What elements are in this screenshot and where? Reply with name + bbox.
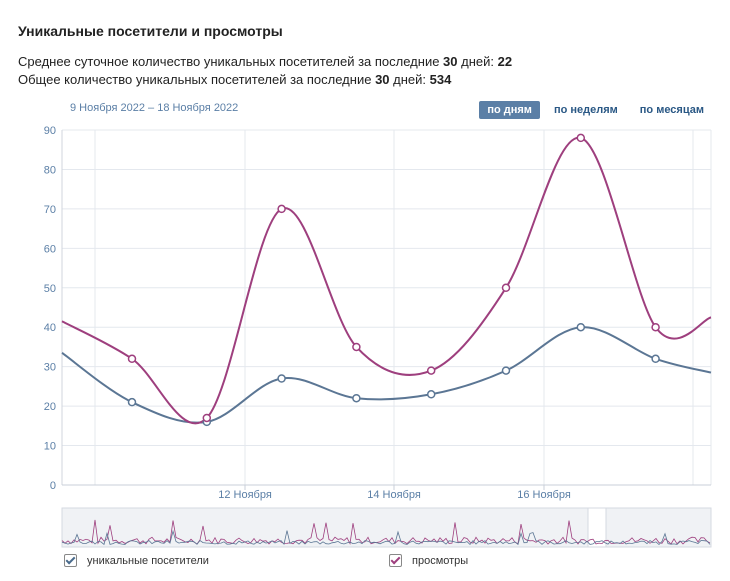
views-line bbox=[61, 136, 712, 425]
period-weeks-button[interactable]: по неделям bbox=[553, 104, 618, 116]
views-point bbox=[277, 204, 286, 214]
visitors-checkbox-icon[interactable] bbox=[64, 554, 77, 567]
period-switcher: по дням по неделям по месяцам bbox=[473, 101, 712, 119]
x-axis-ticks: 12 Ноября 14 Ноября 16 Ноября bbox=[218, 485, 571, 501]
period-days-button[interactable]: по дням bbox=[479, 101, 540, 119]
y-tick-label: 30 bbox=[44, 362, 56, 374]
legend-visitors[interactable]: уникальные посетители bbox=[64, 554, 209, 567]
y-tick-label: 0 bbox=[50, 480, 56, 492]
views-point bbox=[352, 342, 361, 352]
views-point bbox=[501, 283, 511, 293]
views-checkbox-icon[interactable] bbox=[389, 554, 402, 567]
y-tick-label: 60 bbox=[44, 243, 56, 255]
views-point bbox=[202, 413, 212, 423]
legend-views-label: просмотры bbox=[412, 554, 469, 567]
visitors-point bbox=[426, 390, 436, 399]
chart-title: Уникальные посетители и просмотры bbox=[18, 23, 283, 39]
average-daily-visitors: Среднее суточное количество уникальных п… bbox=[18, 54, 513, 69]
y-tick-label: 20 bbox=[44, 401, 56, 413]
chart-grid bbox=[61, 129, 712, 486]
y-tick-label: 80 bbox=[44, 164, 56, 176]
y-tick-label: 50 bbox=[44, 283, 56, 295]
views-point bbox=[576, 133, 586, 143]
period-months-button[interactable]: по месяцам bbox=[639, 104, 704, 116]
x-tick-label: 14 Ноября bbox=[367, 489, 421, 501]
visitors-point bbox=[651, 354, 660, 364]
y-tick-label: 40 bbox=[44, 322, 56, 334]
legend-views[interactable]: просмотры bbox=[389, 554, 468, 567]
visitors-point bbox=[277, 374, 286, 383]
x-tick-label: 16 Ноября bbox=[517, 489, 571, 501]
date-range: 9 Ноября 2022 – 18 Ноября 2022 bbox=[70, 102, 239, 114]
y-tick-label: 10 bbox=[44, 441, 56, 453]
y-tick-label: 90 bbox=[44, 125, 56, 137]
overview-sparkline bbox=[61, 529, 711, 546]
visitors-point bbox=[576, 322, 586, 332]
visitors-point bbox=[127, 397, 137, 407]
legend-visitors-label: уникальные посетители bbox=[87, 554, 209, 567]
overview-navigator[interactable] bbox=[61, 507, 712, 548]
y-axis-ticks: 0 10 20 30 40 50 60 70 80 90 bbox=[44, 125, 56, 492]
y-tick-label: 70 bbox=[44, 204, 56, 216]
views-point bbox=[127, 354, 137, 364]
visitors-point bbox=[352, 393, 361, 403]
series-points bbox=[127, 133, 660, 427]
total-visitors: Общее количество уникальных посетителей … bbox=[18, 72, 452, 87]
views-point bbox=[426, 366, 436, 375]
x-tick-label: 12 Ноября bbox=[218, 489, 272, 501]
views-point bbox=[651, 322, 660, 332]
series-lines bbox=[61, 136, 712, 425]
visitors-line bbox=[61, 326, 712, 424]
visitors-point bbox=[501, 366, 511, 375]
overview-selection bbox=[587, 507, 607, 548]
